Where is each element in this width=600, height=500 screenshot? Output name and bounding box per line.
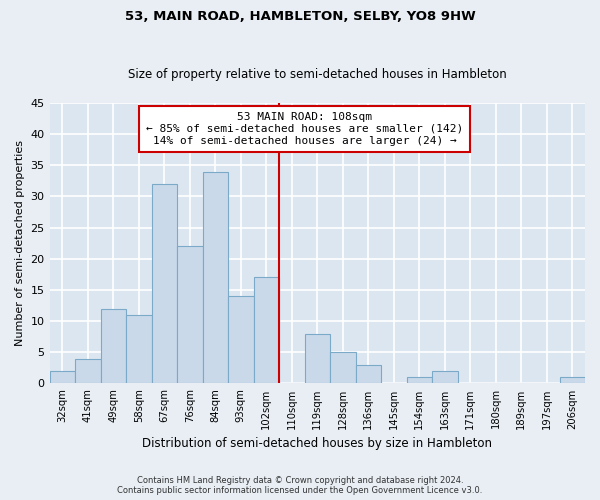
Bar xyxy=(152,184,177,384)
Title: Size of property relative to semi-detached houses in Hambleton: Size of property relative to semi-detach… xyxy=(128,68,506,81)
Bar xyxy=(330,352,356,384)
Bar xyxy=(75,358,101,384)
Text: Contains HM Land Registry data © Crown copyright and database right 2024.
Contai: Contains HM Land Registry data © Crown c… xyxy=(118,476,482,495)
Bar xyxy=(126,315,152,384)
Bar xyxy=(177,246,203,384)
Bar xyxy=(203,172,228,384)
Text: 53, MAIN ROAD, HAMBLETON, SELBY, YO8 9HW: 53, MAIN ROAD, HAMBLETON, SELBY, YO8 9HW xyxy=(125,10,475,23)
Bar xyxy=(407,377,432,384)
Text: 53 MAIN ROAD: 108sqm
← 85% of semi-detached houses are smaller (142)
14% of semi: 53 MAIN ROAD: 108sqm ← 85% of semi-detac… xyxy=(146,112,463,146)
X-axis label: Distribution of semi-detached houses by size in Hambleton: Distribution of semi-detached houses by … xyxy=(142,437,492,450)
Bar xyxy=(101,308,126,384)
Bar xyxy=(560,377,585,384)
Bar xyxy=(305,334,330,384)
Bar xyxy=(228,296,254,384)
Bar xyxy=(254,278,279,384)
Y-axis label: Number of semi-detached properties: Number of semi-detached properties xyxy=(15,140,25,346)
Bar xyxy=(432,371,458,384)
Bar xyxy=(50,371,75,384)
Bar xyxy=(356,364,381,384)
